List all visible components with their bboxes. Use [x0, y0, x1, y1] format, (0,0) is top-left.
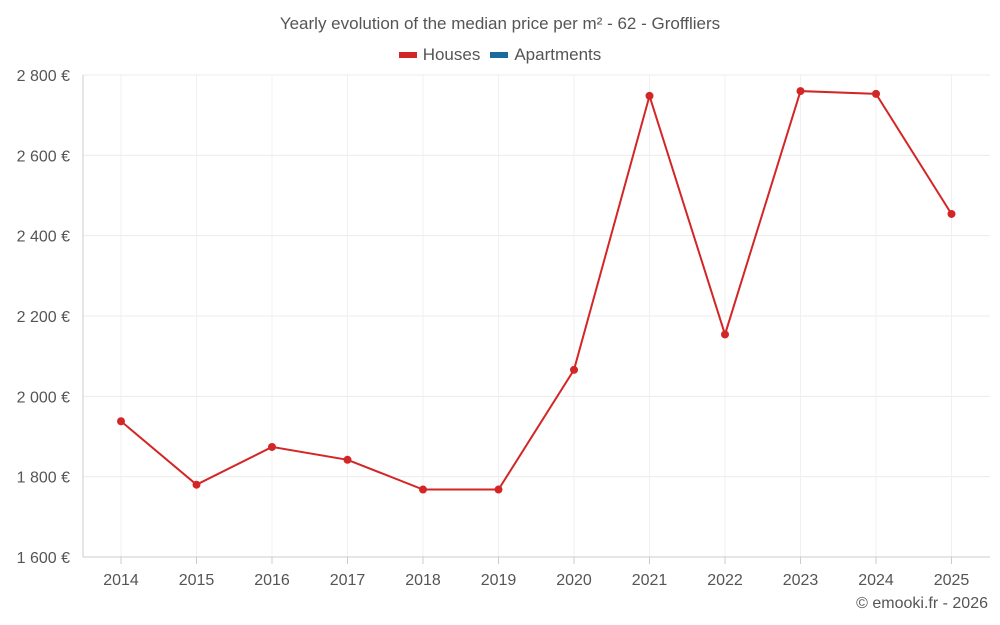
data-point	[192, 480, 201, 489]
legend-item-houses[interactable]: Houses	[398, 45, 481, 65]
data-point	[947, 209, 956, 218]
x-tick-label: 2018	[405, 572, 441, 589]
data-point	[796, 87, 805, 96]
x-tick-label: 2024	[858, 572, 894, 589]
chart-title: Yearly evolution of the median price per…	[279, 14, 721, 33]
x-tick-label: 2017	[330, 572, 366, 589]
y-tick-label: 2 800 €	[17, 68, 70, 85]
x-tick-label: 2015	[179, 572, 215, 589]
y-tick-label: 2 000 €	[17, 389, 70, 406]
x-tick-label: 2014	[103, 572, 139, 589]
legend-swatch-apartments	[490, 52, 509, 58]
legend-label-apartments: Apartments	[514, 45, 602, 64]
y-tick-label: 2 600 €	[17, 148, 70, 165]
chart-legend: Houses Apartments	[0, 45, 1000, 65]
legend-label-houses: Houses	[422, 45, 481, 64]
data-point	[872, 89, 880, 98]
x-tick-label: 2019	[481, 572, 517, 589]
y-tick-label: 1 800 €	[17, 470, 70, 487]
data-point	[645, 91, 654, 100]
chart-credit: © emooki.fr - 2026	[856, 595, 988, 612]
data-point	[494, 485, 503, 494]
x-tick-label: 2016	[254, 572, 290, 589]
x-tick-label: 2020	[556, 572, 592, 589]
y-tick-label: 2 200 €	[17, 309, 70, 326]
data-point	[117, 417, 125, 426]
series-line-houses	[120, 90, 953, 491]
data-point	[570, 365, 578, 374]
data-point	[268, 442, 276, 451]
y-tick-label: 1 600 €	[17, 550, 70, 567]
x-tick-label: 2025	[934, 572, 970, 589]
legend-swatch-houses	[398, 52, 417, 58]
data-point	[721, 330, 729, 339]
data-point	[343, 455, 352, 464]
x-tick-label: 2023	[783, 572, 819, 589]
x-tick-label: 2022	[707, 572, 743, 589]
y-tick-label: 2 400 €	[17, 229, 70, 246]
legend-item-apartments[interactable]: Apartments	[490, 45, 601, 65]
data-point	[419, 485, 427, 494]
x-tick-label: 2021	[632, 572, 668, 589]
